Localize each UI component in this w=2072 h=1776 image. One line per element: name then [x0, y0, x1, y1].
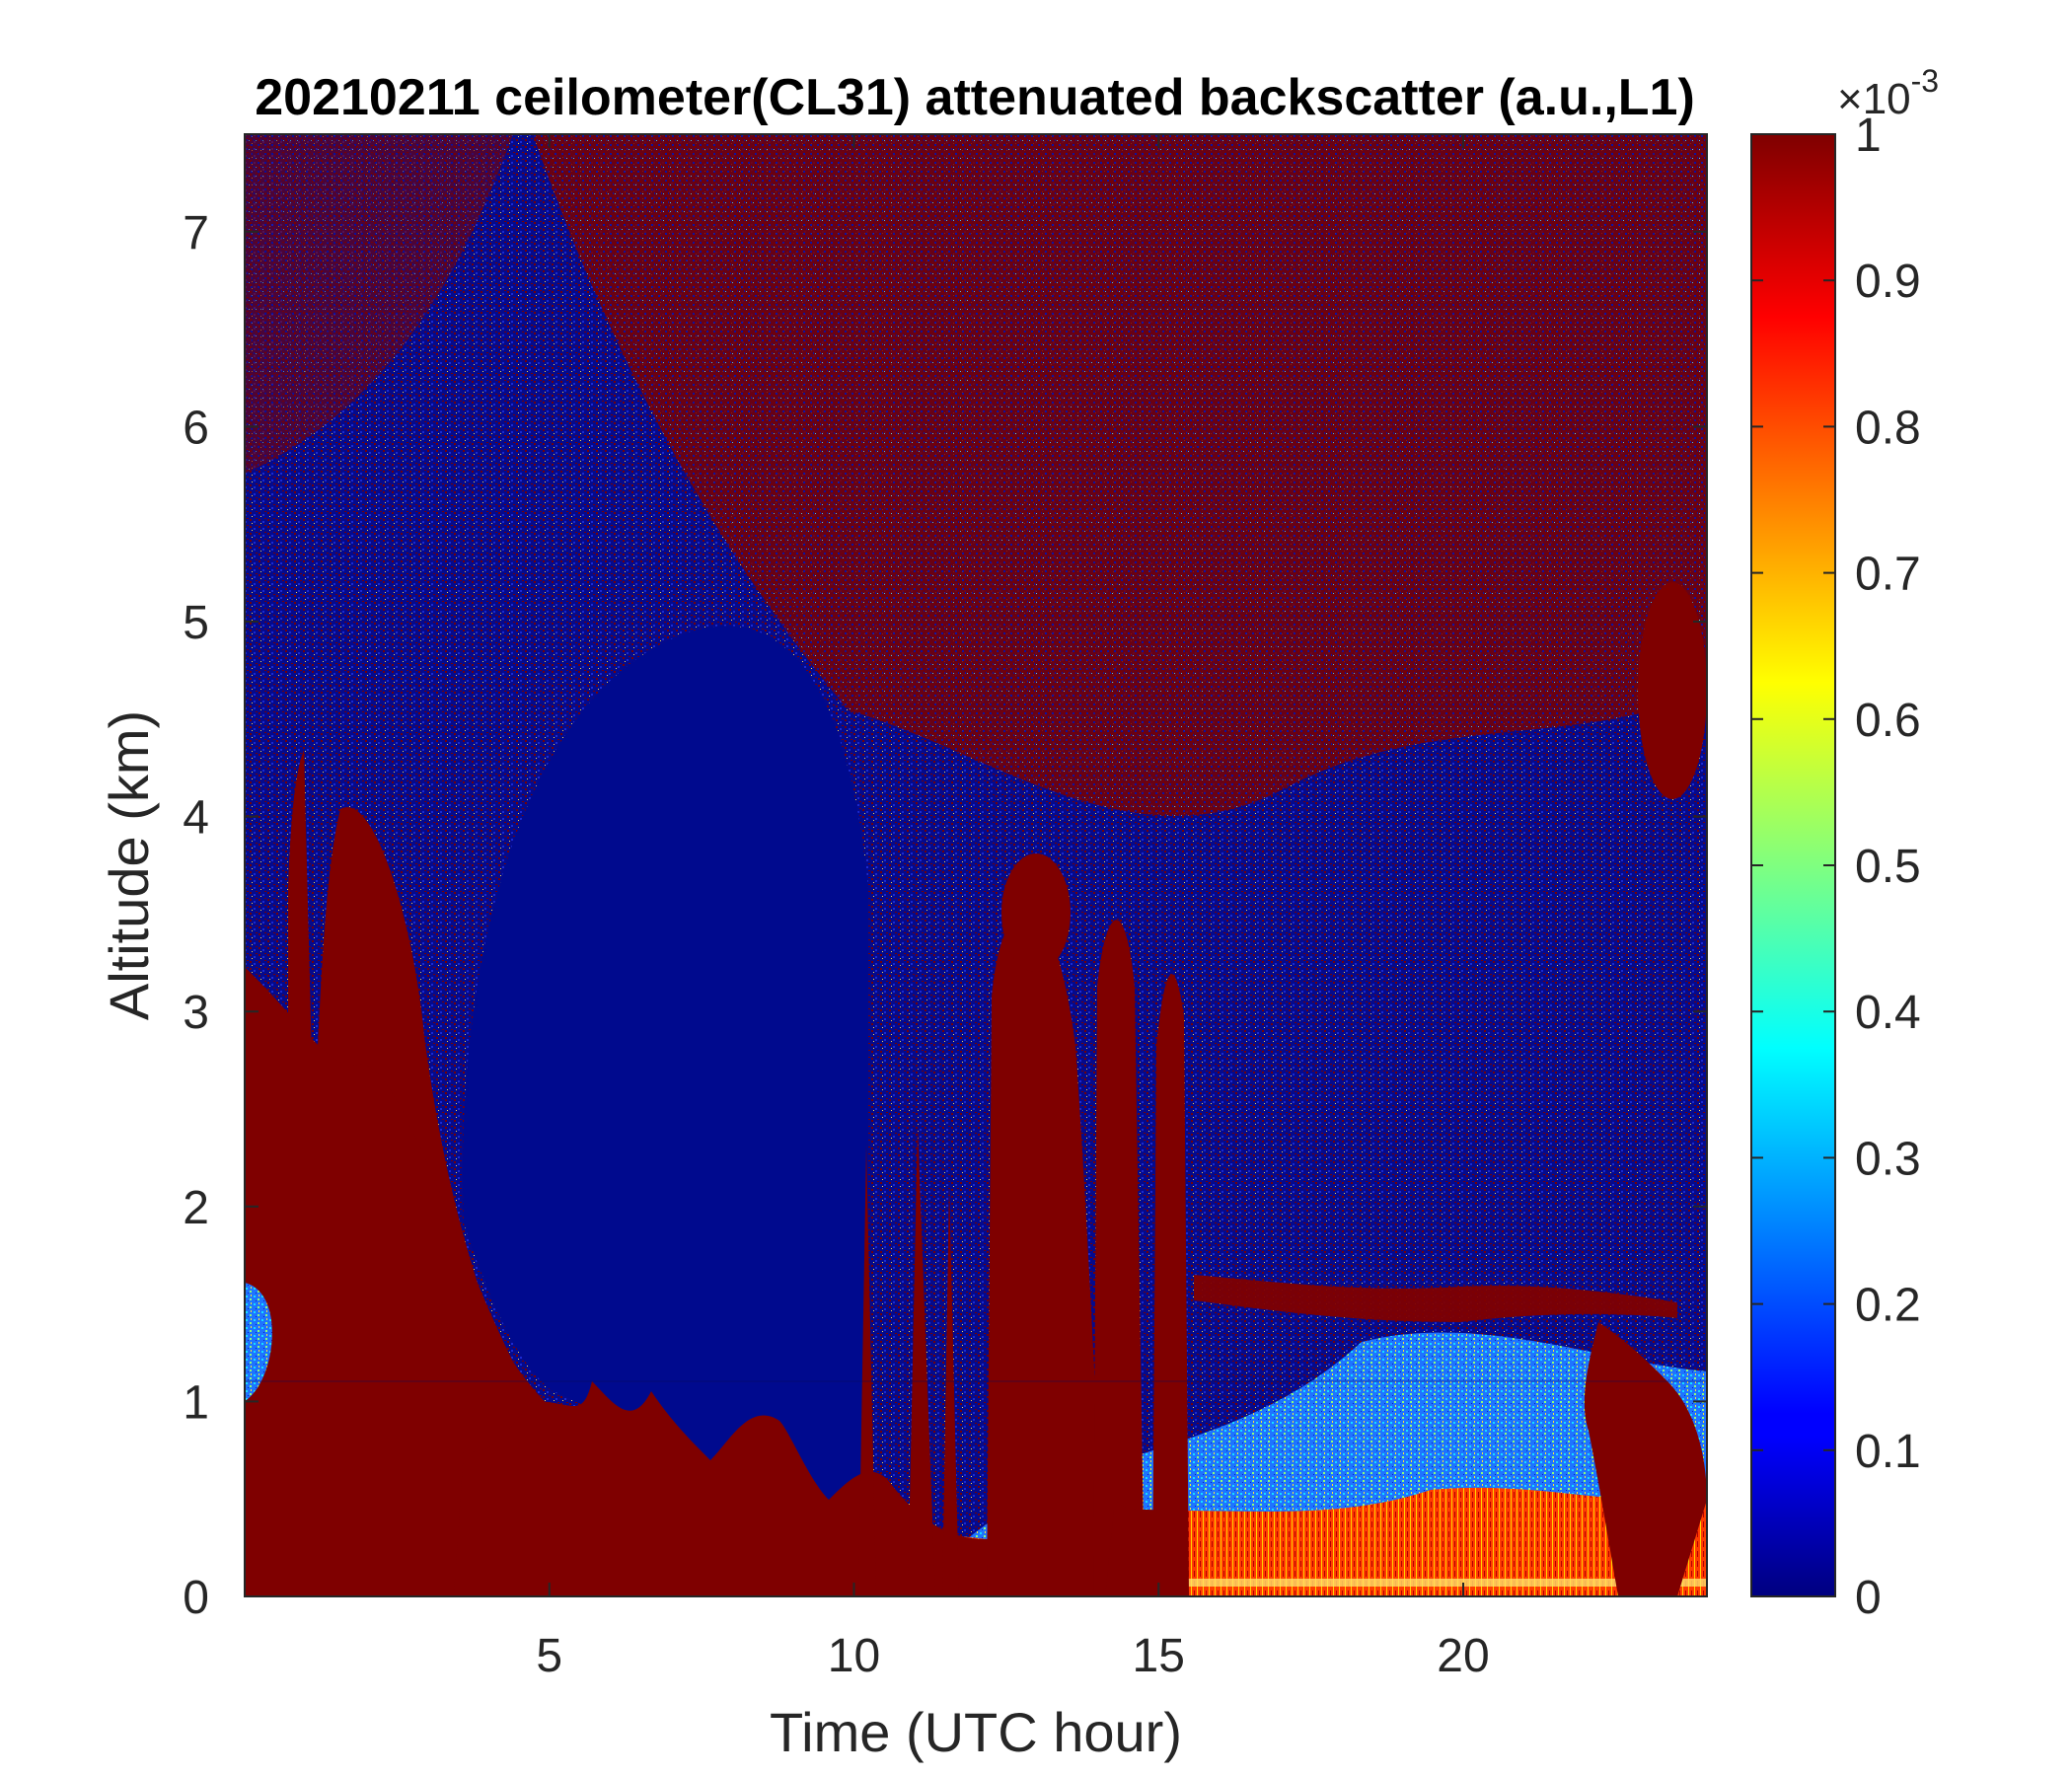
y-tick-label: 7 [183, 207, 209, 259]
colorbar-tick-label: 0.6 [1855, 695, 1921, 747]
backscatter-heatmap [245, 134, 1707, 1596]
upper-noise-red-left [245, 134, 513, 474]
colorbar-tick-label: 0.7 [1855, 549, 1921, 601]
colorbar-tick-label: 0.5 [1855, 841, 1921, 893]
colorbar-tick-label: 0.9 [1855, 256, 1921, 308]
colorbar-tick-label: 1 [1855, 110, 1882, 162]
y-axis-label: Altitude (km) [98, 710, 160, 1020]
cloud-column-12h [1152, 974, 1189, 1596]
colorbar-exponent: ×10-3 [1837, 63, 1939, 123]
y-axis-ticks: 0 1 2 3 4 5 6 7 [183, 207, 1707, 1624]
tall-cloud-column-10h [987, 908, 1105, 1596]
y-tick-label: 0 [183, 1572, 209, 1624]
colorbar-exponent-power: -3 [1911, 63, 1939, 99]
y-tick-label: 1 [183, 1376, 209, 1429]
descending-layer-18h [1584, 1322, 1707, 1596]
colorbar-tick-label: 0.4 [1855, 987, 1921, 1039]
colorbar-tick-label: 0.8 [1855, 402, 1921, 454]
x-tick-label: 20 [1437, 1630, 1489, 1682]
colorbar-tick-label: 0 [1855, 1572, 1882, 1624]
colorbar-tick-label: 0.3 [1855, 1133, 1921, 1185]
elevated-patch-13h [1001, 853, 1071, 972]
colorbar [1750, 133, 1836, 1597]
y-tick-label: 2 [183, 1182, 209, 1234]
chart-title: 20210211 ceilometer(CL31) attenuated bac… [255, 69, 1695, 126]
plot-frame [244, 133, 1708, 1597]
clear-sky-region [462, 626, 868, 1539]
y-tick-label: 5 [183, 597, 209, 649]
colorbar-tick-label: 0.2 [1855, 1280, 1921, 1332]
x-tick-label: 10 [828, 1630, 880, 1682]
x-axis-ticks: 5 10 15 20 [536, 134, 1490, 1682]
colorbar-ticks: 0 0.1 0.2 0.3 0.4 0.5 0.6 0.7 0.8 0.9 1 [1751, 110, 1921, 1624]
x-tick-label: 5 [536, 1630, 562, 1682]
y-tick-label: 6 [183, 402, 209, 454]
y-tick-label: 4 [183, 792, 209, 845]
cloud-column-11h [1093, 920, 1145, 1596]
surface-cloud-15h [1105, 1500, 1184, 1596]
thin-layer-1.5km [1194, 1275, 1677, 1322]
colorbar-exponent-base: ×10 [1837, 75, 1911, 123]
x-axis-label: Time (UTC hour) [770, 1701, 1182, 1763]
colorbar-tick-label: 0.1 [1855, 1426, 1921, 1478]
y-tick-label: 3 [183, 987, 209, 1039]
upper-noise-red-region [533, 134, 1707, 816]
x-tick-label: 15 [1133, 1630, 1185, 1682]
elevated-patch-23h [1638, 582, 1707, 799]
